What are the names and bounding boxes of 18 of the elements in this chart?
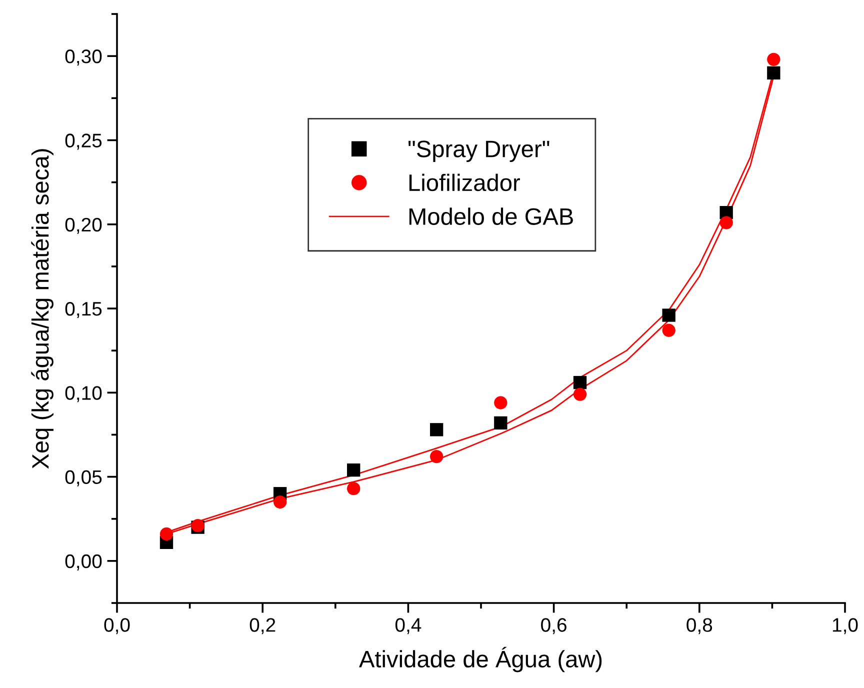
y-tick-label: 0,10 [65,386,102,402]
x-tick-label: 0,0 [104,618,130,634]
x-tick-label: 0,2 [250,618,276,634]
x-tick-label: 1,0 [832,618,858,634]
y-tick-label: 0,00 [65,554,102,570]
y-axis-title: Xeq (kg água/kg matéria seca) [31,149,54,469]
y-tick-label: 0,25 [65,134,102,150]
y-tick-label: 0,20 [65,218,102,234]
y-tick-label: 0,05 [65,470,102,486]
x-axis-title: Atividade de Água (aw) [358,646,602,672]
x-tick-label: 0,8 [686,618,712,634]
x-tick-label: 0,6 [541,618,566,634]
legend-label: Liofilizador [409,174,520,192]
legend-label: "Spray Dryer" [408,140,550,162]
legend-label: Modelo de GAB [409,208,573,225]
y-tick-label: 0,30 [65,50,102,66]
y-tick-label: 0,15 [65,302,102,318]
x-tick-label: 0,4 [395,618,422,634]
